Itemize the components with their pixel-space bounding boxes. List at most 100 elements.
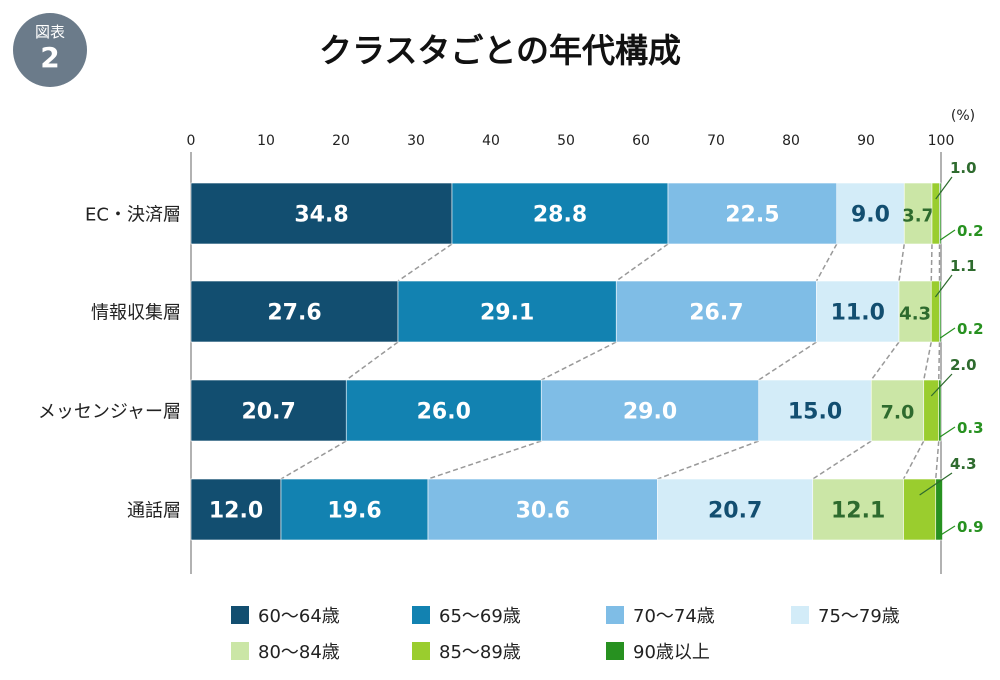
bar-segment	[190, 182, 453, 245]
legend-swatch	[606, 606, 624, 624]
callout-line	[939, 426, 956, 438]
connector-line	[758, 341, 817, 381]
x-tick-label: 0	[187, 133, 196, 149]
bar-segment	[816, 280, 900, 343]
bar-value-label: 28.8	[533, 203, 587, 228]
callout-line	[919, 472, 953, 496]
connector-line	[345, 341, 399, 381]
legend-label: 80〜84歳	[258, 642, 340, 663]
bar-value-label: 9.0	[851, 203, 890, 228]
value-label-85-89: 1.1	[950, 257, 977, 275]
value-label-90-plus: 0.2	[957, 320, 984, 338]
figure-badge: 図表 2	[13, 13, 87, 87]
callout-line	[939, 229, 956, 241]
connector-line	[812, 440, 872, 480]
bar-value-label: 15.0	[788, 400, 842, 425]
connector-line	[815, 243, 838, 282]
x-tick-label: 90	[857, 133, 875, 149]
bar-segment	[667, 182, 838, 245]
value-label-90-plus: 0.3	[957, 419, 984, 437]
bar-segment	[836, 182, 905, 245]
bar-segment	[190, 280, 399, 343]
bar-segment	[935, 478, 943, 541]
bar-value-label: 3.7	[902, 206, 934, 227]
bar-value-label: 20.7	[708, 499, 762, 524]
bar-segment	[190, 478, 282, 541]
bar-segment	[898, 280, 932, 343]
bar-value-label: 12.0	[209, 499, 263, 524]
chart-title: クラスタごとの年代構成	[318, 31, 681, 70]
category-label: 通話層	[127, 501, 181, 522]
bar-value-label: 29.1	[480, 301, 534, 326]
legend-label: 70〜74歳	[633, 606, 715, 627]
legend-label: 85〜89歳	[439, 642, 521, 663]
connector-line	[902, 440, 925, 480]
unit-label: (%)	[951, 108, 975, 124]
bar-segment	[939, 182, 942, 245]
bar-segment	[397, 280, 617, 343]
legend-swatch	[791, 606, 809, 624]
figure-badge-number: 2	[40, 41, 60, 74]
bar-segment	[923, 379, 940, 442]
legend-swatch	[231, 642, 249, 660]
category-label: EC・決済層	[85, 205, 181, 226]
category-label: メッセンジャー層	[38, 402, 181, 423]
callout-line	[930, 373, 953, 397]
bar-value-label: 19.6	[327, 499, 381, 524]
value-label-90-plus: 0.9	[957, 518, 984, 536]
bar-value-label: 27.6	[267, 301, 321, 326]
bar-segment	[938, 379, 942, 442]
bar-segment	[903, 182, 933, 245]
connector-line	[540, 341, 617, 381]
legend-label: 60〜64歳	[258, 606, 340, 627]
bar-value-label: 30.6	[516, 499, 570, 524]
value-label-85-89: 1.0	[950, 159, 977, 177]
connector-line	[870, 341, 900, 381]
connector-line	[657, 440, 760, 480]
connector-line	[397, 243, 453, 282]
bar-segment	[190, 379, 347, 442]
bar-segment	[280, 478, 429, 541]
bar-segment	[451, 182, 669, 245]
bar-segment	[615, 280, 817, 343]
connector-line	[923, 341, 932, 381]
category-label: 情報収集層	[91, 303, 181, 324]
bar-segment	[870, 379, 925, 442]
x-tick-label: 100	[928, 133, 955, 149]
legend-label: 75〜79歳	[818, 606, 900, 627]
bar-segment	[427, 478, 658, 541]
legend-label: 90歳以上	[633, 642, 710, 663]
connector-line	[930, 243, 933, 282]
x-tick-label: 30	[407, 133, 425, 149]
connector-line	[898, 243, 905, 282]
legend-swatch	[231, 606, 249, 624]
bar-value-label: 29.0	[623, 400, 677, 425]
connector-line	[935, 440, 940, 480]
bar-value-label: 26.7	[689, 301, 743, 326]
bar-value-label: 26.0	[417, 400, 471, 425]
bar-value-label: 11.0	[831, 301, 885, 326]
callout-line	[934, 274, 953, 298]
connector-line	[938, 341, 941, 381]
x-tick-label: 70	[707, 133, 725, 149]
bar-value-label: 4.3	[899, 304, 931, 325]
value-label-85-89: 4.3	[950, 455, 977, 473]
callout-line	[935, 176, 953, 200]
legend-swatch	[412, 642, 430, 660]
x-tick-label: 40	[482, 133, 500, 149]
bar-segment	[812, 478, 904, 541]
connector-line	[615, 243, 669, 282]
bar-segment	[939, 280, 942, 343]
x-tick-label: 60	[632, 133, 650, 149]
bar-segment	[930, 280, 940, 343]
x-tick-label: 20	[332, 133, 350, 149]
connector-line	[280, 440, 347, 480]
legend-label: 65〜69歳	[439, 606, 521, 627]
bar-value-label: 20.7	[241, 400, 295, 425]
callout-line	[939, 327, 956, 339]
figure-badge-label: 図表	[34, 23, 65, 41]
bar-value-label: 22.5	[725, 203, 779, 228]
x-tick-label: 80	[782, 133, 800, 149]
bar-value-label: 7.0	[881, 402, 915, 424]
